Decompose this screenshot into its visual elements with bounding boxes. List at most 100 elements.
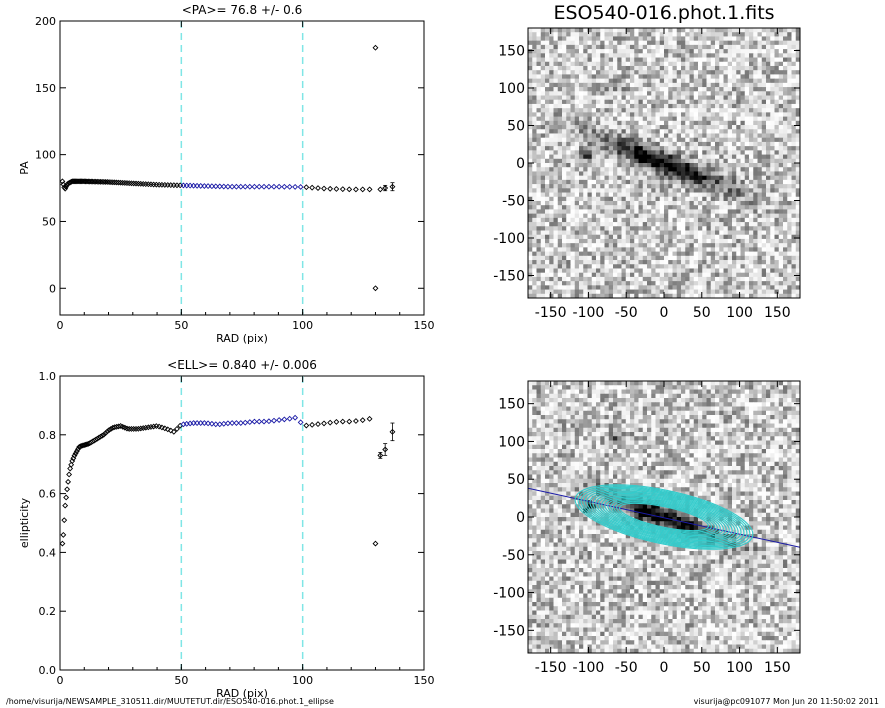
data-point [216,183,223,190]
data-point [220,183,227,190]
x-axis-label: RAD (pix) [216,687,268,700]
isophote-ellipse [574,484,754,550]
y-tick-label: 200 [35,15,56,28]
isophote-ellipse [589,490,739,544]
data-point [62,502,69,509]
y-axis-label: ellipticity [18,497,31,548]
data-point [224,183,231,190]
data-point [174,425,180,432]
x-tick-label: -50 [615,660,638,676]
pixel-image [528,381,800,653]
outlier-point [389,183,396,190]
x-tick-label: 100 [726,305,753,321]
data-point [246,419,253,426]
isophote-ellipse [580,486,748,548]
data-point [346,418,353,425]
data-point [339,186,346,193]
isophote-ellipse [616,501,712,533]
x-tick-label: 50 [174,319,188,332]
data-point [276,183,283,190]
isophote-ellipse [601,495,727,539]
data-point [246,183,253,190]
data-point [99,432,106,439]
data-point [256,418,263,425]
outlier-point [389,428,396,435]
y-tick-label: 100 [498,434,525,450]
data-point [303,422,310,429]
data-point [276,417,283,423]
y-tick-label: -150 [493,623,525,639]
data-point [229,183,236,190]
footer-path: /home/visurija/NEWSAMPLE_310511.dir/MUUT… [6,697,334,706]
data-point [212,421,219,428]
data-point [115,423,122,430]
data-point [266,183,272,190]
data-point [148,423,154,430]
data-point [208,183,215,190]
data-point [315,185,321,192]
plot-frame [59,375,425,671]
ellipse-overlay [528,484,800,550]
data-point [63,494,70,501]
data-point [128,180,135,187]
y-tick-label: 150 [498,397,525,413]
data-point [352,418,359,424]
data-point [327,419,334,426]
data-point [201,420,208,426]
data-point [167,427,174,434]
y-tick-label: 50 [507,119,525,135]
data-point [321,185,327,192]
data-point [333,418,340,425]
y-tick-label: 0.2 [39,605,57,618]
data-point [205,420,212,427]
x-tick-label: 0 [57,319,64,332]
major-axis-line [528,487,800,548]
data-point [124,180,130,186]
x-tick-label: 0 [660,305,669,321]
data-point [142,424,149,431]
data-point [60,531,67,538]
data-point [59,178,66,185]
isophote-ellipse [595,492,733,542]
isophote-ellipse [586,489,742,545]
y-tick-label: 100 [498,81,525,97]
data-point [233,183,240,190]
data-point [197,182,204,189]
data-point [67,465,74,472]
data-point [119,179,126,186]
x-tick-label: -150 [535,660,567,676]
data-point [140,425,147,432]
plot-title: <ELL>= 0.840 +/- 0.006 [167,358,317,372]
data-points [59,178,373,193]
footer-user-date: visurija@pc091077 Mon Jun 20 11:50:02 20… [693,697,879,706]
y-tick-label: -50 [502,194,525,210]
data-point [292,414,299,421]
y-tick-label: 0 [516,156,525,172]
data-point [297,184,304,190]
profile-plot-ellipticity: 0 50 100 150 0.0 0.2 0.4 0.6 0.8 1.0 <ELL>= 0.840 … [18,358,435,700]
data-point [251,183,258,190]
y-tick-label: -50 [502,548,525,564]
y-tick-label: 0 [516,510,525,526]
data-point [115,179,122,186]
y-tick-label: 0.0 [39,664,57,677]
data-point [208,420,215,427]
plot-frame [59,20,425,316]
y-tick-label: 150 [498,44,525,60]
data-point [106,179,113,186]
data-point [108,425,114,432]
data-point [111,179,118,186]
x-tick-label: -50 [615,305,638,321]
data-point [242,419,249,426]
outlier-point [372,44,379,51]
y-tick-label: -100 [493,231,525,247]
data-point [309,184,316,191]
data-point [164,426,171,433]
pixel-image [528,28,800,298]
data-point [121,179,128,186]
x-tick-label: 100 [726,660,753,676]
isophote-ellipse [604,496,724,538]
y-tick-label: 0.8 [39,429,57,442]
image-panel-1: -150 -100 -50 0 50 100 150 150 100 50 0 -50 -100 -150 [493,27,801,321]
x-tick-label: 100 [292,674,313,687]
